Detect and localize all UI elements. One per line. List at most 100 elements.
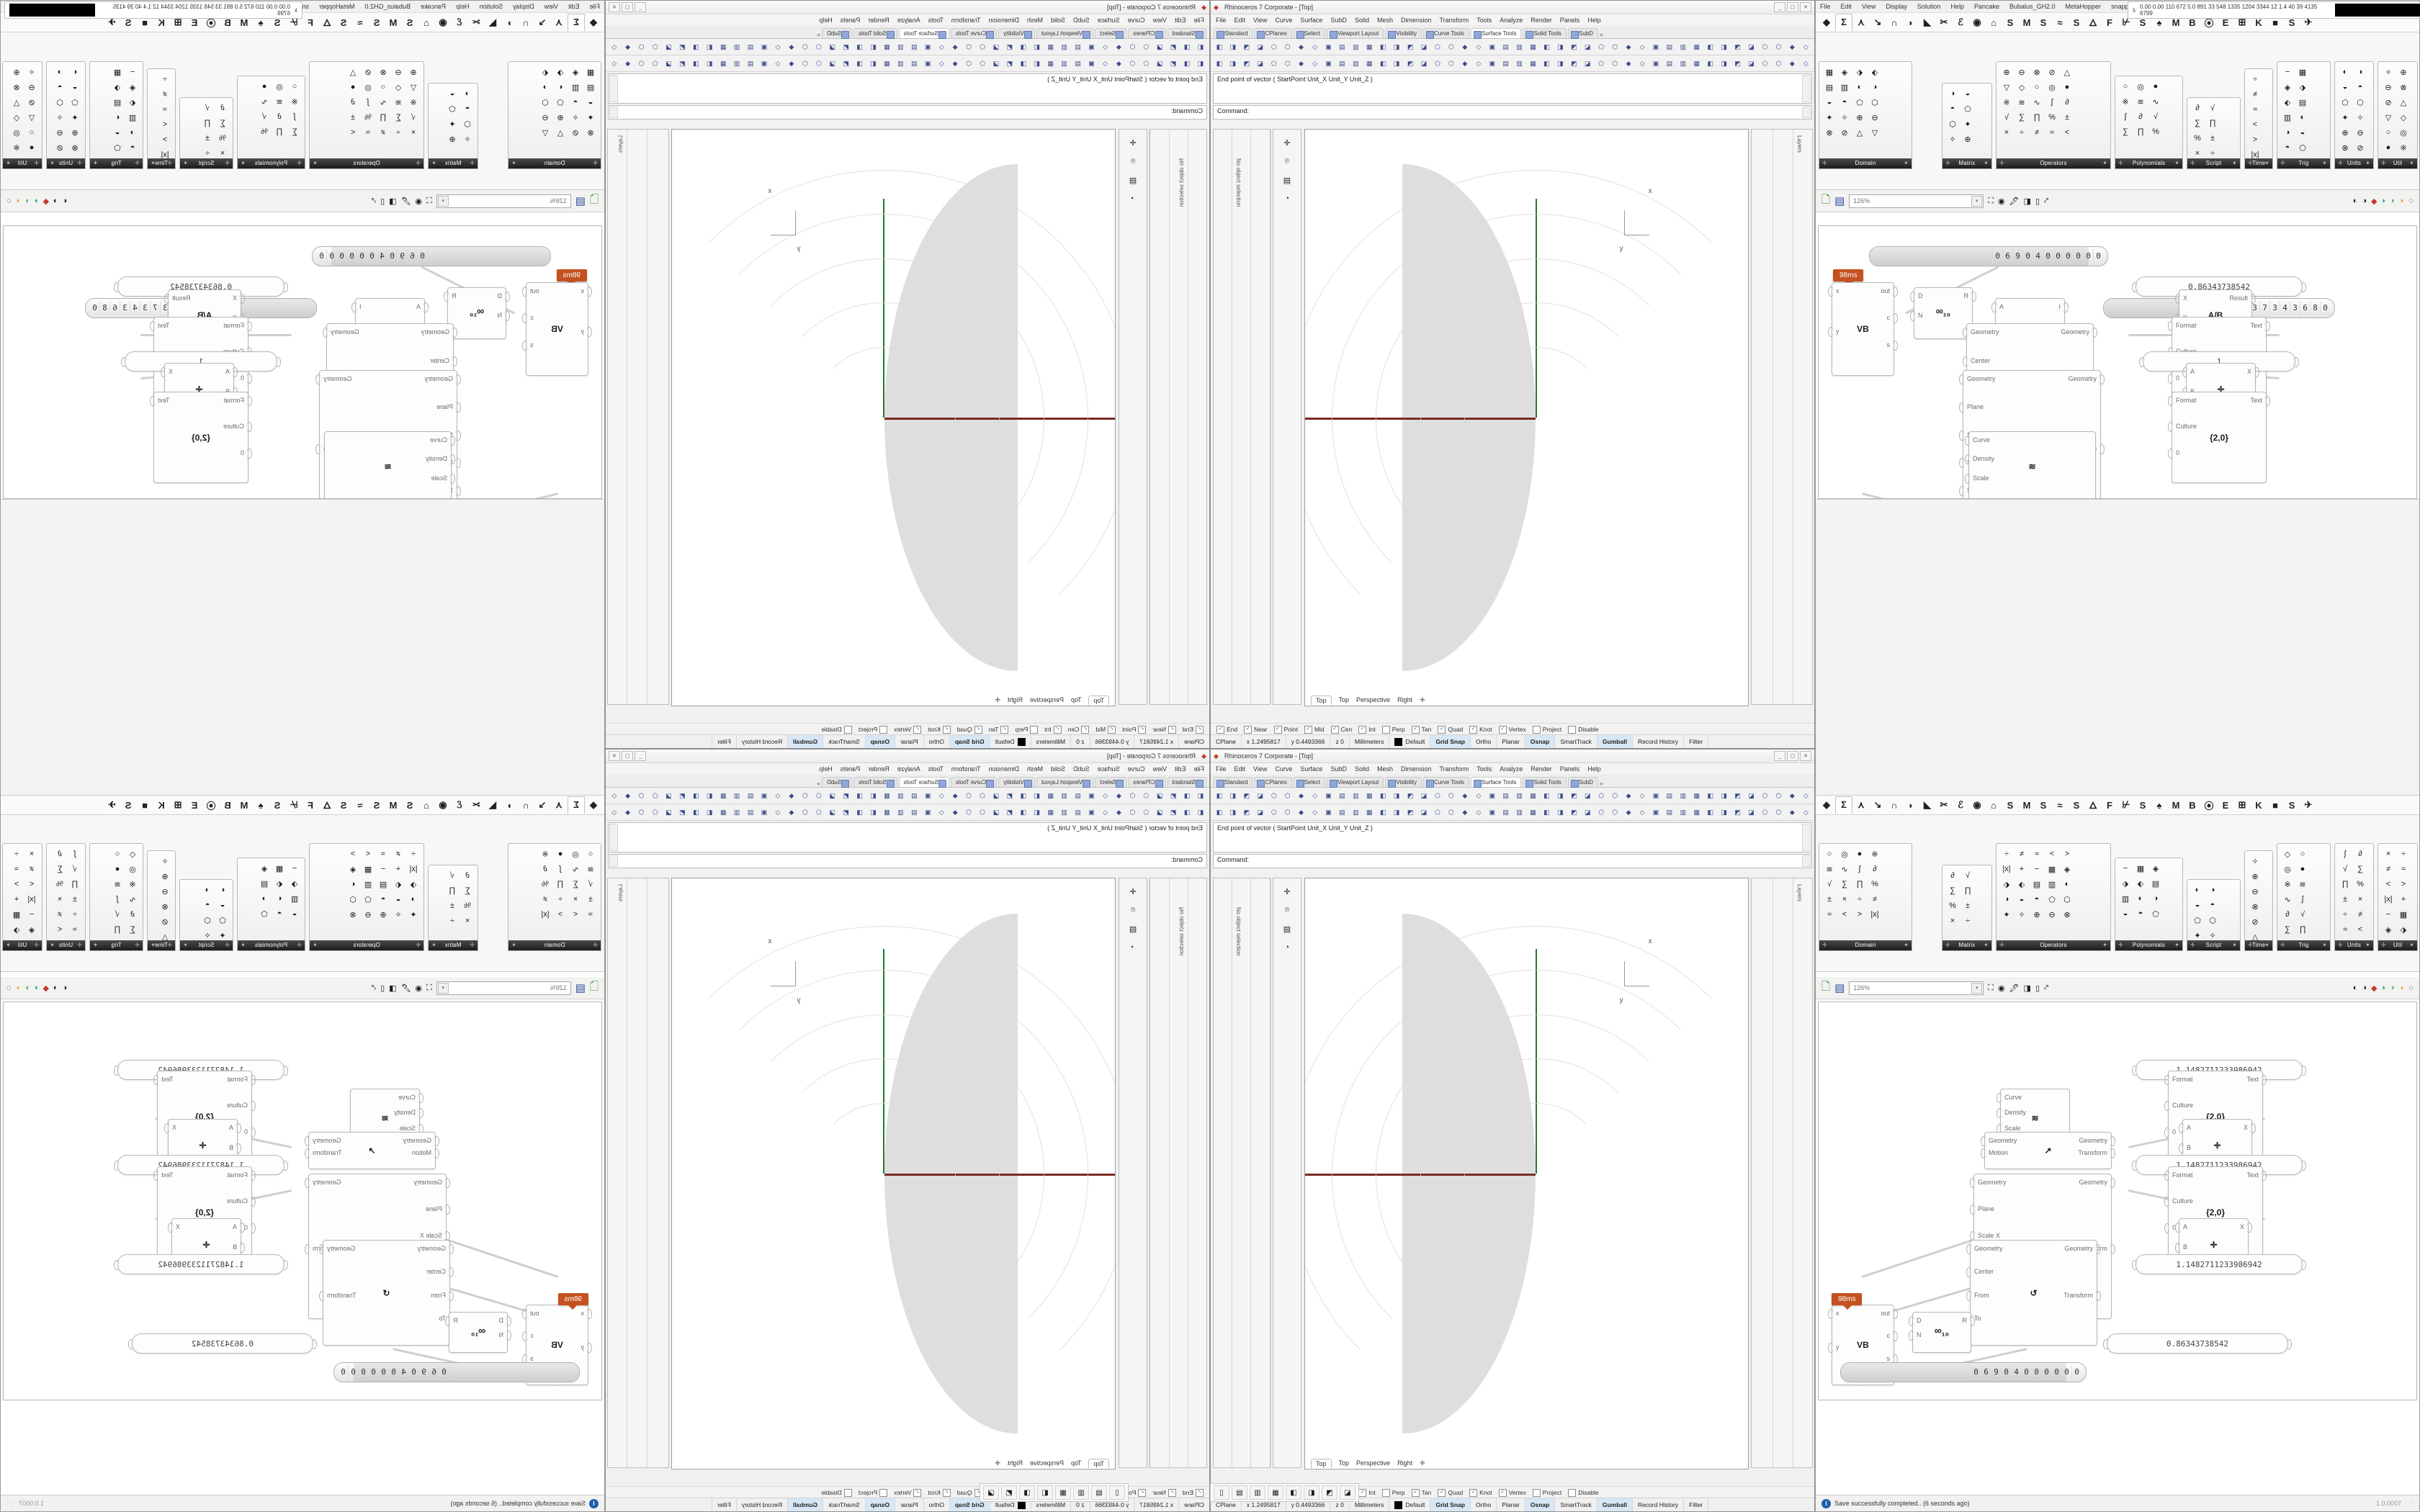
rhino-tool-icon[interactable]: ⬠ [815, 59, 822, 67]
ribbon-icon[interactable]: ≋ [1826, 865, 1833, 874]
rhino-tool-icon[interactable]: ▦ [1530, 791, 1536, 799]
checkbox-icon[interactable]: ✓ [913, 725, 922, 734]
rhino-tool-icon[interactable]: ◧ [1197, 42, 1204, 50]
ribbon-icon[interactable]: √ [588, 880, 593, 888]
new-file-icon[interactable]: 🗋 [589, 193, 599, 206]
gh-tab2-4[interactable]: ∩ [522, 799, 529, 811]
param-nub-in[interactable] [2164, 1223, 2170, 1233]
param-nub-out[interactable] [114, 282, 120, 292]
bake-icon[interactable]: 🖋 [2009, 197, 2020, 206]
ribbon-icon[interactable]: ⬠ [261, 909, 268, 919]
panel-column[interactable] [1752, 878, 1773, 1467]
ribbon-icon[interactable]: √ [2210, 104, 2215, 112]
rhino-tool-icon[interactable]: ▦ [1047, 42, 1054, 50]
ribbon-icon[interactable]: ≠ [1872, 895, 1878, 904]
ribbon-icon[interactable]: ≈ [2401, 865, 2406, 873]
rhino-tool-icon[interactable]: ◨ [856, 59, 863, 67]
ribbon-icon[interactable]: ∏ [1856, 880, 1863, 888]
rhino-tool-icon[interactable]: ⬠ [1143, 808, 1150, 816]
rhino-tool-icon[interactable]: ▦ [720, 42, 727, 50]
ribbon-icon[interactable]: − [2123, 864, 2128, 873]
param-in[interactable]: Curve [2004, 1094, 2022, 1101]
ribbon-icon[interactable]: ◇ [13, 113, 20, 122]
rhino-tool-icon[interactable]: ◧ [707, 791, 713, 799]
status-toggle-filter[interactable]: Filter [711, 1498, 736, 1511]
ribbon-icon[interactable]: < [162, 120, 168, 129]
gh-tab2-10[interactable]: ⌂ [424, 799, 429, 811]
param-out[interactable]: X [176, 1223, 181, 1230]
rhino-tool-icon[interactable]: ▤ [911, 59, 918, 67]
ribbon-icon[interactable]: ▤ [260, 879, 269, 888]
panel-column[interactable] [1149, 878, 1169, 1467]
ribbon-icon[interactable]: ∑ [220, 119, 225, 127]
panel-column[interactable] [1214, 130, 1232, 704]
param-nub-in[interactable] [1970, 1178, 1976, 1188]
ribbon-icon[interactable]: − [130, 68, 135, 76]
param-nub-in[interactable] [236, 1143, 241, 1153]
rhino-tool-icon[interactable]: ⬡ [1448, 42, 1454, 50]
ribbon-icon[interactable]: ▤ [1825, 83, 1834, 92]
profiler-icon-2[interactable]: ▯ [380, 984, 385, 993]
rhino-tool-icon[interactable]: ⬡ [1612, 808, 1618, 816]
osnap-quad[interactable]: ✓ Quad [957, 1488, 982, 1497]
param-nub-in[interactable] [2132, 1066, 2138, 1076]
ribbon-icon[interactable]: ∂ [2285, 910, 2290, 919]
ribbon-icon[interactable]: ⊗ [2400, 83, 2407, 92]
gh-tab2-9[interactable]: ◉ [439, 799, 447, 810]
rhino-tool-icon[interactable]: ▣ [1489, 42, 1495, 50]
rhino-tool-icon[interactable]: ◇ [1103, 808, 1108, 816]
rhino-tool-icon[interactable]: ▦ [1366, 791, 1373, 799]
rhino-tool-icon[interactable]: ▤ [911, 42, 918, 50]
viewport-tab-1[interactable]: Top [1338, 696, 1350, 703]
rhino-tool-icon[interactable]: ◪ [992, 791, 1000, 799]
add-viewport-icon[interactable]: ✛ [1420, 1459, 1425, 1467]
gh-tab-10[interactable]: ⌂ [424, 17, 429, 28]
rhino-menu-item[interactable]: Solid [1354, 765, 1369, 773]
ribbon-icon[interactable]: ◒ [2195, 901, 2200, 909]
panel-column[interactable] [627, 878, 647, 1467]
ribbon-icon[interactable]: ⊘ [1841, 128, 1848, 138]
save-icon-2[interactable]: ▤ [575, 982, 586, 994]
checkbox-icon[interactable]: ✓ [1244, 725, 1252, 734]
param-nub-out[interactable] [2099, 374, 2105, 384]
ribbon-icon[interactable]: ▥ [2121, 894, 2130, 904]
rhino-menu-item[interactable]: Curve [1127, 765, 1145, 773]
rhino-tool-icon[interactable]: ▤ [747, 808, 754, 816]
ribbon-icon[interactable]: ⊕ [2033, 910, 2040, 919]
chevron-down-icon[interactable]: ✦ [241, 160, 246, 166]
ribbon-icon[interactable]: ◓ [57, 83, 63, 91]
chevron-down-icon[interactable]: ✦ [1984, 942, 1989, 948]
rhino-tool-icon[interactable]: ▦ [1530, 42, 1536, 50]
param-in[interactable]: Geometry [421, 328, 449, 336]
ribbon-icon[interactable]: ✧ [28, 68, 35, 77]
gh-tab-6[interactable]: ◣ [1924, 17, 1931, 27]
pin-icon[interactable]: ✛ [135, 160, 140, 166]
rhino-toolbar-tab-5[interactable]: Curve Tools [1422, 777, 1470, 788]
ribbon-icon[interactable]: ▥ [571, 83, 580, 92]
gh-menu-item[interactable]: Solution [479, 3, 503, 10]
ribbon-icon[interactable]: ⊖ [2357, 128, 2364, 138]
gh-tab2-21[interactable]: M [240, 799, 248, 811]
param-in[interactable]: A [225, 368, 230, 375]
param-in[interactable]: Format [227, 1076, 248, 1083]
param-nub-out[interactable] [305, 1244, 310, 1254]
ribbon-icon[interactable]: ※ [2122, 97, 2129, 107]
rhino-tool-icon[interactable]: ◨ [1393, 42, 1400, 50]
rhino-tool-icon[interactable]: ▥ [897, 808, 904, 816]
gh-tab2-18[interactable]: ⊬ [2122, 799, 2130, 810]
render-icon-2[interactable]: ◗ [2390, 197, 2396, 205]
ribbon-icon[interactable]: ● [557, 850, 563, 858]
rhino-tool-icon[interactable]: ▣ [1652, 59, 1659, 67]
rhino-tool-icon[interactable]: ◇ [611, 42, 617, 50]
status-toggle-gumball[interactable]: Gumball [1597, 735, 1633, 748]
ribbon-icon[interactable]: ◓ [2034, 895, 2040, 904]
rhino-tool-icon[interactable]: ◆ [1626, 808, 1631, 816]
viewport-tab-2[interactable]: Perspective [1029, 696, 1064, 703]
material-icon[interactable]: ◔ [1284, 194, 1290, 203]
ribbon-icon[interactable]: √ [2153, 112, 2159, 121]
param-in[interactable]: Geometry [1989, 1137, 2017, 1144]
rhino-menu-item[interactable]: Help [819, 765, 833, 773]
ribbon-icon[interactable]: ≋ [276, 97, 283, 107]
param-nub-out[interactable] [164, 294, 170, 304]
ribbon-icon[interactable]: ∑ [2285, 925, 2290, 934]
